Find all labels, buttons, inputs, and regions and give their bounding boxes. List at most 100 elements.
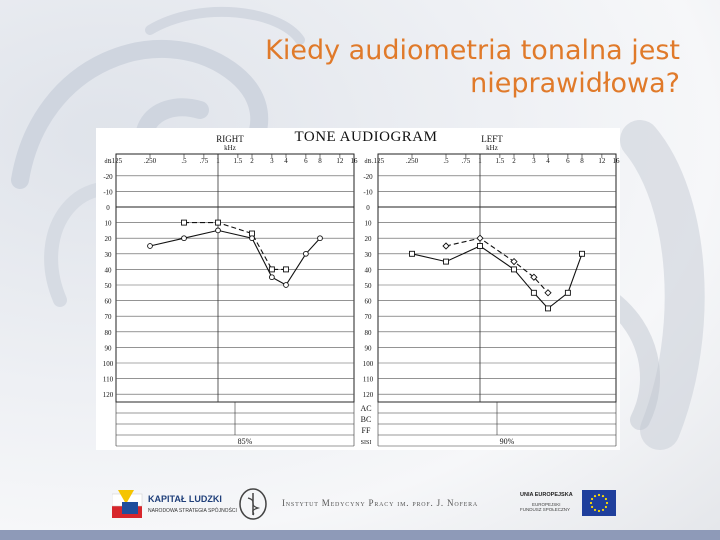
db-tick-label: 0 [366,204,370,212]
left-panel-label: LEFT [481,134,503,144]
right-panel-label: RIGHT [216,134,244,144]
data-point-dashed-diamond [530,273,538,281]
freq-tick-label: .125 [372,157,385,165]
freq-tick-label: 1.5 [234,157,243,165]
db-tick-label: -20 [363,173,373,181]
freq-tick-label: 8 [318,157,322,165]
data-point-solid-circle [181,235,187,242]
chart-title: TONE AUDIOGRAM [295,129,438,145]
db-tick-label: 40 [365,266,373,274]
db-tick-label: 100 [363,360,374,368]
db-tick-label: -20 [103,173,113,181]
data-point-dashed-diamond [510,257,518,266]
series-line-dashed-diamond [445,237,549,294]
db-tick-label: 110 [103,376,114,384]
data-point-solid-circle [215,227,221,234]
db-tick-label: 70 [365,313,373,321]
db-tick-label: 50 [365,282,373,290]
left-panel-unit: kHz [486,144,498,152]
kl-flag-icon [112,490,143,518]
data-point-dashed-diamond [442,242,450,250]
data-point-solid-square [545,305,551,312]
db-tick-label: 0 [106,204,110,212]
right-panel-unit: kHz [224,144,236,152]
data-point-solid-square [443,258,449,265]
db-tick-label: 20 [105,235,113,243]
db-tick-label: 20 [365,235,373,243]
freq-tick-label: 12 [598,157,606,165]
db-tick-label: 60 [365,298,373,306]
sisi-value: 90% [500,437,515,446]
db-tick-label: 10 [105,220,113,228]
data-point-solid-square [564,289,571,296]
data-point-solid-circle [269,274,275,281]
data-point-solid-square [477,243,483,249]
slide-title: Kiedy audiometria tonalna jest nieprawid… [160,34,680,100]
data-point-solid-circle [303,250,309,257]
freq-tick-label: 4 [284,157,288,165]
db-tick-label: 60 [105,298,113,306]
eu-flag-icon [582,490,616,516]
data-point-solid-circle [249,235,255,242]
eu-text: UNIA EUROPEJSKA EUROPEJSKI FUNDUSZ SPOŁE… [520,492,580,522]
db-axis-label: dB [104,159,111,165]
data-point-solid-square [579,250,585,257]
eu-title: UNIA EUROPEJSKA [520,492,573,498]
freq-tick-label: .5 [443,157,449,165]
data-point-dashed-diamond [544,289,552,297]
footer-logos: KAPITAŁ LUDZKI NARODOWA STRATEGIA SPÓJNO… [0,478,720,530]
data-point-solid-circle [317,235,323,242]
institute-emblem [238,488,268,520]
freq-tick-label: 6 [304,157,308,165]
freq-tick-label: 16 [613,157,621,165]
series-line-solid-square [411,245,583,310]
data-point-dashed-square [268,266,275,273]
db-tick-label: 80 [365,329,373,337]
db-tick-label: 30 [365,251,373,259]
kl-subtitle: NARODOWA STRATEGIA SPÓJNOŚCI [148,508,237,514]
db-tick-label: 70 [105,313,113,321]
kl-title: KAPITAŁ LUDZKI [148,494,222,504]
data-point-dashed-square [181,219,187,226]
title-line-1: Kiedy audiometria tonalna jest [265,35,680,66]
db-tick-label: 120 [363,391,374,399]
db-tick-label: 30 [105,251,113,259]
freq-tick-label: 8 [580,157,584,165]
eu-sub-1: EUROPEJSKI [532,502,561,507]
db-tick-label: 110 [363,376,374,384]
row-label: BC [361,415,372,424]
data-point-solid-square [409,250,415,257]
freq-tick-label: 2 [250,157,254,165]
db-tick-label: 10 [365,220,373,228]
freq-tick-label: .75 [462,157,471,165]
row-label: FF [362,426,371,435]
eu-sub-2: FUNDUSZ SPOŁECZNY [520,507,571,512]
freq-tick-label: 6 [566,157,570,165]
freq-tick-label: 1 [216,157,220,165]
db-tick-label: 90 [105,344,113,352]
data-point-solid-square [530,289,537,296]
db-tick-label: -10 [103,188,113,196]
data-point-solid-circle [283,282,289,288]
sisi-value: 85% [238,437,253,446]
series-line-solid-circle [149,229,321,286]
db-tick-label: -10 [363,188,373,196]
freq-tick-label: .250 [144,157,157,165]
db-tick-label: 50 [105,282,113,290]
freq-tick-label: 1 [478,157,482,165]
data-point-dashed-square [215,219,221,226]
db-tick-label: 120 [103,391,114,399]
freq-tick-label: 1.5 [496,157,505,165]
eu-stars-icon [589,493,609,513]
row-label: AC [360,404,371,413]
data-point-solid-square [511,266,517,273]
footer-bar [0,530,720,540]
title-line-2: nieprawidłowa? [470,68,680,99]
data-point-dashed-square [283,266,289,273]
data-point-dashed-diamond [476,234,484,242]
freq-tick-label: .250 [406,157,419,165]
freq-tick-label: 2 [512,157,516,165]
audiogram-svg: TONE AUDIOGRAM RIGHT kHz LEFT kHz -20 -10… [103,129,621,447]
institute-name: Instytut Medycyny Pracy im. prof. J. Nof… [282,498,479,508]
freq-tick-label: 4 [546,157,550,165]
